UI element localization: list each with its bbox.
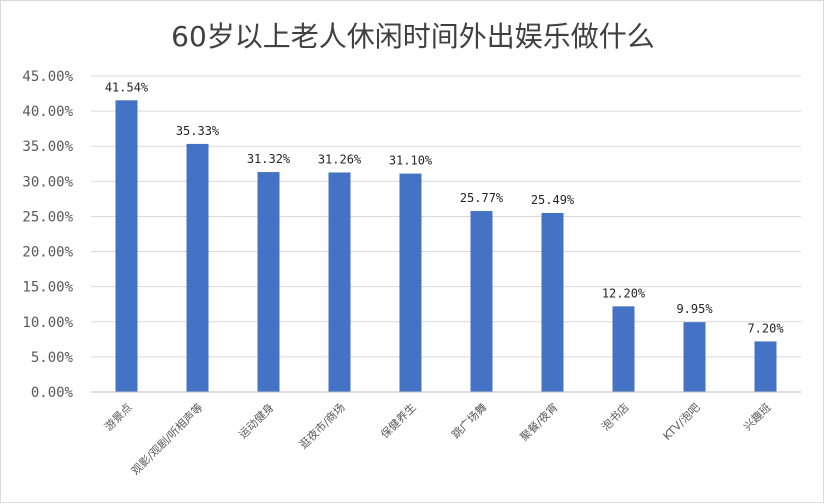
- y-tick-label: 20.00%: [22, 245, 73, 261]
- x-tick-label: KTV/泡吧: [660, 400, 703, 443]
- data-label: 31.26%: [318, 152, 362, 166]
- bar: [683, 322, 706, 392]
- bar: [257, 172, 280, 392]
- data-label: 25.77%: [460, 191, 504, 205]
- x-tick-label: 观影/观剧/听相声等: [128, 400, 205, 477]
- x-tick-label: 跳广场舞: [449, 400, 490, 441]
- x-tick-label: 保健养生: [378, 400, 419, 441]
- data-label: 12.20%: [602, 286, 646, 300]
- y-tick-label: 0.00%: [31, 385, 74, 401]
- data-label: 35.33%: [176, 124, 220, 138]
- y-tick-label: 10.00%: [22, 315, 73, 331]
- y-tick-label: 35.00%: [22, 139, 73, 155]
- x-tick-label: 游景点: [102, 401, 135, 434]
- chart-title: 60岁以上老人休闲时间外出娱乐做什么: [171, 20, 655, 53]
- bar: [186, 143, 209, 392]
- bar: [399, 173, 422, 392]
- bar: [541, 213, 564, 392]
- y-tick-label: 25.00%: [22, 209, 73, 225]
- y-tick-label: 30.00%: [22, 174, 73, 190]
- bar: [115, 100, 138, 393]
- data-label: 7.20%: [747, 321, 784, 335]
- bar: [754, 341, 777, 392]
- x-tick-label: 兴趣班: [740, 400, 773, 433]
- x-tick-label: 聚餐/夜宵: [517, 400, 561, 444]
- data-label: 25.49%: [531, 193, 575, 207]
- x-tick-label: 逛夜市/商场: [296, 400, 347, 451]
- bar: [612, 306, 635, 392]
- y-tick-label: 15.00%: [22, 280, 73, 296]
- y-tick-label: 5.00%: [31, 350, 74, 366]
- data-label: 31.32%: [247, 152, 291, 166]
- bar: [470, 211, 493, 392]
- data-label: 41.54%: [105, 80, 149, 94]
- bar: [328, 172, 351, 392]
- y-tick-label: 45.00%: [22, 69, 73, 85]
- data-label: 31.10%: [389, 154, 433, 168]
- data-label: 9.95%: [676, 302, 713, 316]
- x-tick-label: 泡书店: [598, 400, 631, 433]
- x-tick-label: 运动健身: [236, 400, 277, 441]
- y-tick-label: 40.00%: [22, 104, 73, 120]
